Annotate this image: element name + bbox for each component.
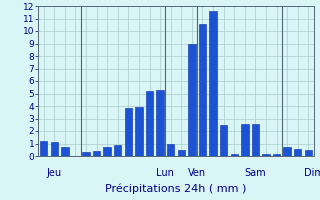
Bar xyxy=(262,154,270,156)
Bar xyxy=(220,125,227,156)
Text: Précipitations 24h ( mm ): Précipitations 24h ( mm ) xyxy=(105,183,247,194)
Bar xyxy=(167,144,174,156)
Bar xyxy=(114,145,122,156)
Bar xyxy=(209,11,217,156)
Bar xyxy=(135,107,143,156)
Bar xyxy=(252,124,259,156)
Bar xyxy=(40,141,47,156)
Bar xyxy=(188,44,196,156)
Bar xyxy=(93,151,100,156)
Bar xyxy=(125,108,132,156)
Bar xyxy=(305,150,312,156)
Bar xyxy=(156,90,164,156)
Bar xyxy=(230,154,238,156)
Bar xyxy=(61,147,68,156)
Text: Lun: Lun xyxy=(156,168,174,178)
Text: Dim: Dim xyxy=(304,168,320,178)
Bar xyxy=(82,152,90,156)
Bar xyxy=(103,147,111,156)
Bar xyxy=(241,123,249,156)
Text: Ven: Ven xyxy=(188,168,206,178)
Text: Sam: Sam xyxy=(244,168,266,178)
Bar xyxy=(51,142,58,156)
Bar xyxy=(273,154,280,156)
Bar xyxy=(178,150,185,156)
Bar xyxy=(199,23,206,156)
Text: Jeu: Jeu xyxy=(47,168,62,178)
Bar xyxy=(284,147,291,156)
Bar xyxy=(146,91,153,156)
Bar xyxy=(294,148,301,156)
